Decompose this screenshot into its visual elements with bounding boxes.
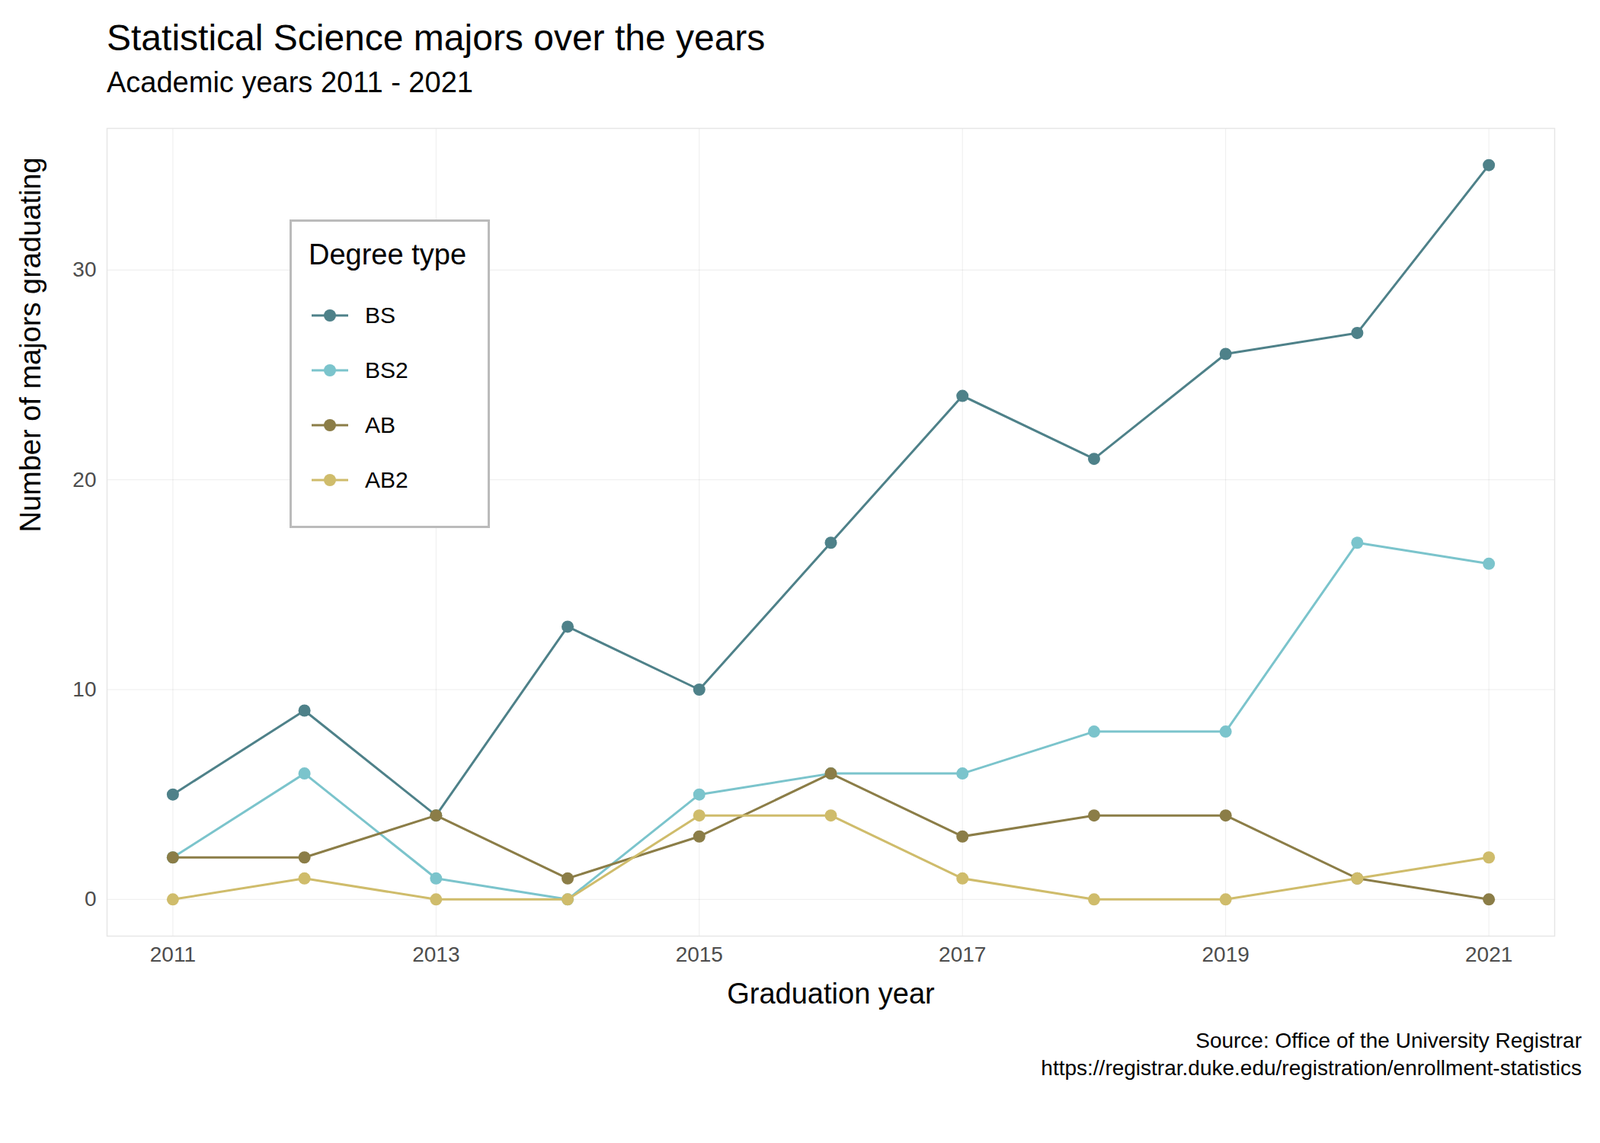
svg-text:2013: 2013: [412, 942, 460, 967]
svg-text:2017: 2017: [938, 942, 986, 967]
svg-text:Number of majors graduating: Number of majors graduating: [14, 156, 47, 532]
svg-text:0: 0: [84, 886, 97, 911]
html-text:Source: Office of the Universi: Source: Office of the University Registr…: [1195, 1028, 1582, 1053]
svg-text:2021: 2021: [1465, 942, 1513, 967]
html-text:BS: BS: [364, 302, 396, 328]
svg-text:2015: 2015: [675, 942, 724, 967]
html-text:Statistical Science majors ove: Statistical Science majors over the year…: [106, 17, 766, 58]
svg-text:2011: 2011: [150, 942, 196, 967]
html-text:https://registrar.duke.edu/reg: https://registrar.duke.edu/registration/…: [1040, 1056, 1582, 1080]
html-text:AB2: AB2: [364, 467, 409, 493]
svg-text:2019: 2019: [1202, 942, 1250, 967]
html-text:AB: AB: [364, 412, 396, 438]
html-text:Degree type: Degree type: [308, 238, 467, 271]
html-text:BS2: BS2: [364, 357, 409, 383]
svg-text:20: 20: [72, 467, 96, 492]
svg-text:10: 10: [72, 677, 96, 701]
html-text:Academic years 2011 - 2021: Academic years 2011 - 2021: [106, 66, 474, 99]
svg-text:Graduation year: Graduation year: [726, 977, 935, 1010]
svg-text:30: 30: [72, 257, 96, 282]
